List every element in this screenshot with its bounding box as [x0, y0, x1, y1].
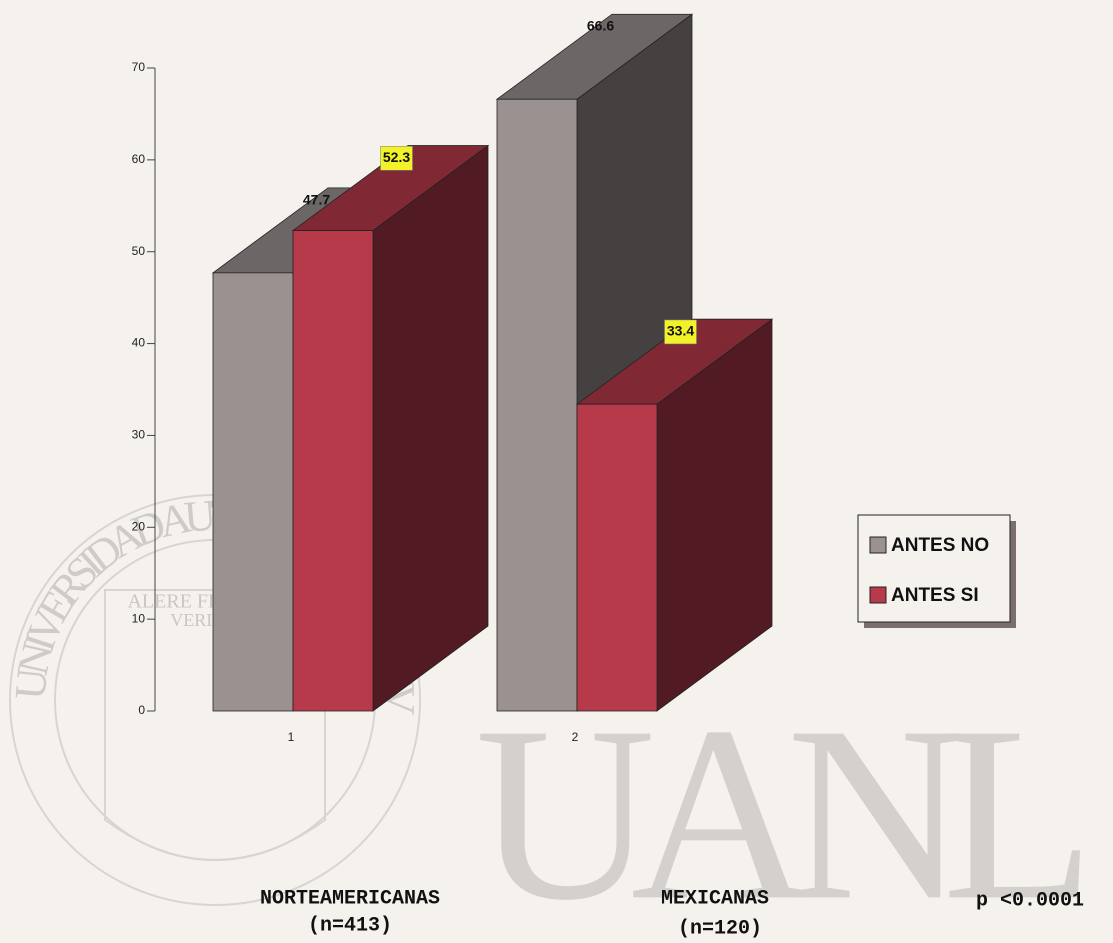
y-tick-label: 50 — [132, 244, 146, 258]
legend-box — [857, 514, 1011, 623]
annotation: (n=120) — [678, 917, 762, 940]
x-tick-label: 2 — [572, 730, 579, 744]
annotation: p <0.0001 — [976, 889, 1084, 912]
annotation: NORTEAMERICANAS — [260, 887, 440, 910]
logo: UANL — [475, 675, 1095, 943]
bar — [292, 230, 374, 712]
legend-swatch — [869, 586, 887, 604]
value-label: 66.6 — [587, 18, 614, 34]
x-tick-label: 1 — [288, 730, 295, 744]
legend-swatch — [869, 536, 887, 554]
y-tick-label: 30 — [132, 428, 146, 442]
bar — [496, 98, 578, 712]
y-tick-label: 0 — [138, 703, 145, 717]
bar-side — [372, 144, 489, 712]
y-tick-label: 70 — [132, 60, 146, 74]
legend-label: ANTES SI — [891, 585, 979, 606]
value-label: 52.3 — [383, 149, 410, 165]
legend-label: ANTES NO — [891, 535, 989, 556]
y-tick-label: 20 — [132, 519, 146, 533]
bar — [576, 403, 658, 712]
plot: 0 10 20 30 40 50 60 70 47.7 52.3 1 66.6 33.4 2 — [132, 13, 774, 744]
seal-shield — [104, 589, 326, 861]
legend: ANTES NO ANTES SI — [857, 514, 1016, 628]
value-label-box — [664, 319, 697, 345]
bar — [212, 272, 294, 712]
value-label-box — [380, 146, 413, 171]
annotation: MEXICANAS — [661, 887, 769, 910]
value-label: 33.4 — [667, 323, 694, 339]
y-tick-label: 10 — [132, 611, 146, 625]
y-tick-label: 60 — [132, 152, 146, 166]
annotation: (n=413) — [308, 914, 392, 937]
y-tick-label: 40 — [132, 336, 146, 350]
value-label: 47.7 — [303, 191, 330, 207]
